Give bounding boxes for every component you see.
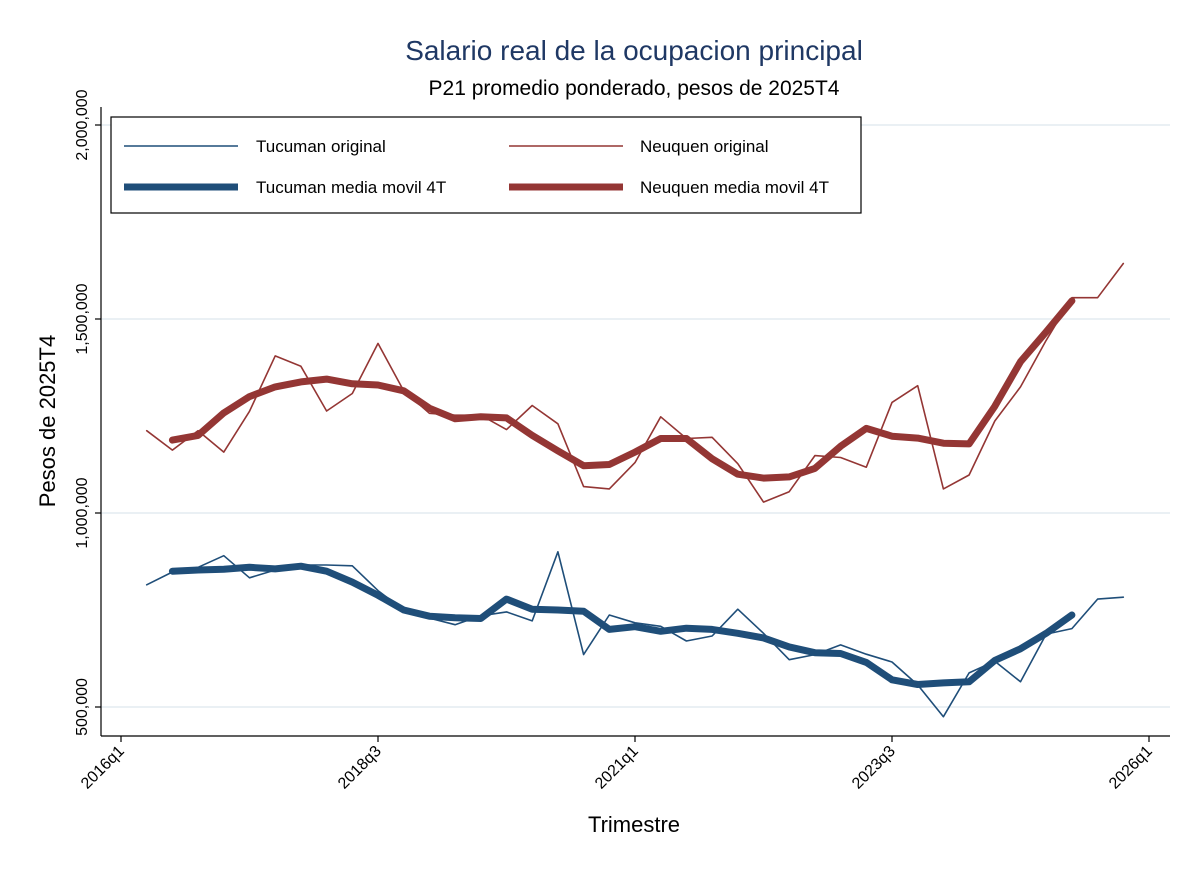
x-tick-label: 2021q1 [592, 743, 642, 793]
x-tick-label: 2026q1 [1106, 743, 1156, 793]
series-line-tucuman-media-movil-4t [168, 562, 1076, 688]
legend-label-tucuman-media-movil: Tucuman media movil 4T [256, 178, 446, 197]
legend-label-tucuman-original: Tucuman original [256, 137, 386, 156]
x-axis-title: Trimestre [588, 812, 680, 837]
y-tick-label: 1,000,000 [74, 477, 91, 548]
chart-subtitle: P21 promedio ponderado, pesos de 2025T4 [429, 77, 840, 100]
chart-title: Salario real de la ocupacion principal [405, 35, 863, 66]
series-line-neuquen-media-movil-4t [168, 297, 1076, 482]
plot-series [145, 262, 1125, 718]
y-tick-label: 2,000,000 [74, 89, 91, 160]
x-tick-label: 2018q3 [335, 743, 385, 793]
y-axis-title: Pesos de 2025T4 [35, 335, 60, 507]
legend-box [110, 116, 862, 214]
legend-label-neuquen-media-movil: Neuquen media movil 4T [640, 178, 829, 197]
y-ticks: 500,000 1,000,000 1,500,000 2,000,000 [74, 89, 101, 736]
x-ticks: 2016q1 2018q3 2021q1 2023q3 2026q1 [78, 736, 1156, 793]
x-tick-label: 2023q3 [849, 743, 899, 793]
y-tick-label: 1,500,000 [74, 283, 91, 354]
series-line-tucuman-original [145, 551, 1125, 718]
legend: Tucuman original Neuquen original Tucuma… [110, 116, 862, 214]
x-tick-label: 2016q1 [78, 743, 128, 793]
legend-label-neuquen-original: Neuquen original [640, 137, 769, 156]
y-tick-label: 500,000 [74, 678, 91, 736]
